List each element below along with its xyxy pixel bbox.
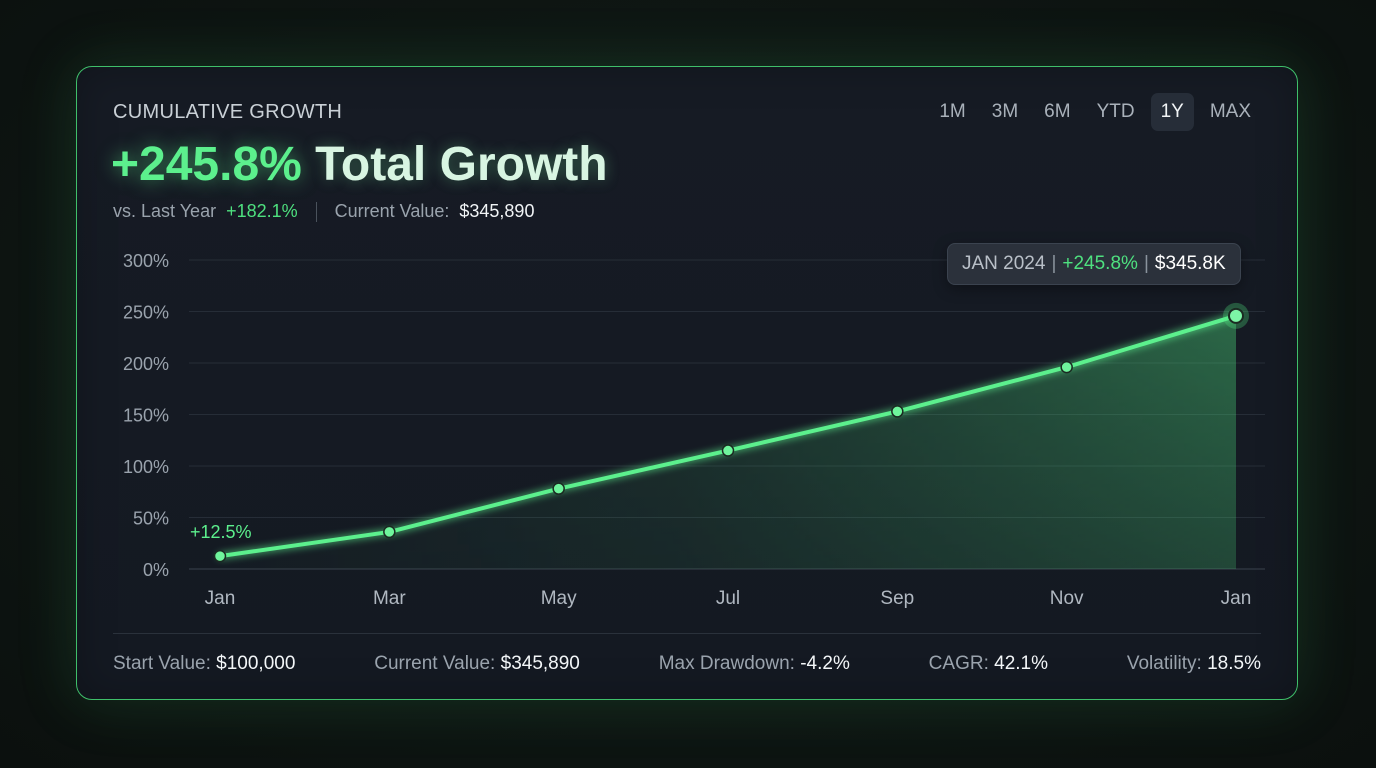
- stat-label: Current Value:: [374, 653, 496, 674]
- first-point-label: +12.5%: [190, 522, 252, 542]
- data-point[interactable]: [721, 444, 735, 457]
- y-tick-label: 100%: [123, 457, 169, 477]
- x-tick-label: Jan: [1221, 588, 1252, 609]
- x-tick-label: Mar: [373, 588, 406, 609]
- stat-label: Volatility:: [1126, 653, 1202, 674]
- stat-label: Start Value:: [113, 653, 211, 674]
- stat-value: -4.2%: [800, 653, 850, 674]
- tooltip-value: $345.8K: [1154, 253, 1226, 274]
- data-point[interactable]: [213, 549, 227, 563]
- range-1y-button[interactable]: 1Y: [1150, 93, 1194, 131]
- data-point[interactable]: [1228, 307, 1244, 324]
- y-tick-label: 150%: [123, 406, 169, 426]
- data-point[interactable]: [383, 525, 396, 539]
- headline-percent: +245.8%: [111, 138, 302, 191]
- stat-start-value: Start Value: $100,000: [113, 653, 295, 675]
- tooltip-percent: +245.8%: [1062, 253, 1138, 274]
- headline-label: Total Growth: [315, 138, 608, 191]
- stat-current-value: Current Value: $345,890: [374, 653, 580, 675]
- range-selector: 1M 3M 6M YTD 1Y MAX: [929, 93, 1261, 131]
- data-point[interactable]: [891, 405, 904, 418]
- range-6m-button[interactable]: 6M: [1044, 101, 1071, 122]
- x-tick-label: May: [541, 588, 577, 609]
- page-title: +245.8% Total Growth: [111, 137, 608, 192]
- current-label: Current Value:: [334, 201, 450, 221]
- stat-value: $345,890: [500, 653, 580, 674]
- stat-label: CAGR:: [928, 653, 989, 674]
- data-point[interactable]: [1060, 360, 1073, 374]
- stat-max-drawdown: Max Drawdown: -4.2%: [659, 653, 850, 675]
- stat-value: 42.1%: [994, 653, 1049, 674]
- x-tick-label: Nov: [1050, 588, 1084, 609]
- y-tick-label: 250%: [123, 303, 169, 323]
- x-tick-label: Sep: [880, 588, 914, 609]
- data-point[interactable]: [552, 482, 565, 495]
- stat-label: Max Drawdown:: [658, 653, 795, 674]
- range-max-button[interactable]: MAX: [1209, 101, 1251, 122]
- series-area: [220, 315, 1236, 569]
- subline-divider: [315, 201, 317, 222]
- x-tick-label: Jul: [716, 588, 740, 609]
- range-3m-button[interactable]: 3M: [991, 101, 1019, 122]
- current-value: $345,890: [459, 201, 535, 221]
- y-tick-label: 0%: [143, 560, 169, 580]
- stat-value: 18.5%: [1207, 653, 1261, 674]
- card-eyebrow: CUMULATIVE GROWTH: [113, 101, 343, 123]
- chart-tooltip: JAN 2024 | +245.8% | $345.8K: [947, 243, 1241, 285]
- stat-cagr: CAGR: 42.1%: [929, 653, 1048, 675]
- tooltip-separator: |: [1051, 253, 1057, 274]
- range-1m-button[interactable]: 1M: [939, 101, 966, 122]
- stat-value: $100,000: [216, 653, 296, 674]
- vs-label: vs. Last Year: [113, 201, 217, 221]
- range-ytd-button[interactable]: YTD: [1096, 101, 1135, 122]
- growth-card: CUMULATIVE GROWTH +245.8% Total Growth v…: [76, 66, 1298, 700]
- stats-row: Start Value: $100,000 Current Value: $34…: [113, 653, 1261, 675]
- y-tick-label: 200%: [123, 354, 169, 374]
- subline: vs. Last Year +182.1% Current Value: $34…: [113, 201, 534, 222]
- vs-value: +182.1%: [226, 201, 298, 221]
- stats-divider: [113, 633, 1261, 634]
- y-tick-label: 50%: [133, 509, 169, 529]
- y-tick-label: 300%: [123, 251, 169, 271]
- growth-chart: 0% 50% 100% 150% 200% 250% 300% Jan Mar May Jul Se…: [123, 251, 1265, 609]
- tooltip-separator: |: [1143, 253, 1149, 274]
- stat-volatility: Volatility: 18.5%: [1127, 653, 1261, 675]
- x-tick-label: Jan: [205, 588, 236, 609]
- tooltip-date: JAN 2024: [962, 253, 1046, 274]
